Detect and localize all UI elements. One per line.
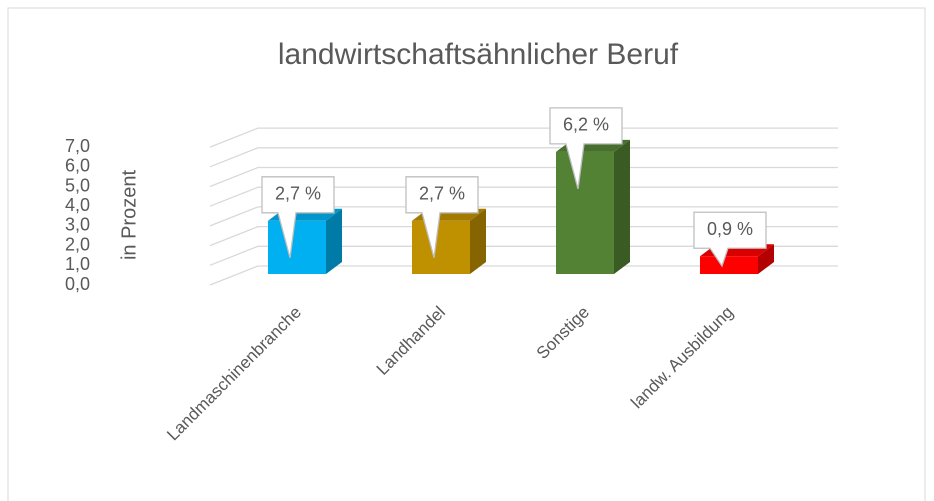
data-label: 0,9 % bbox=[707, 219, 753, 239]
y-tick-label: 6,0 bbox=[65, 156, 90, 176]
data-label: 2,7 % bbox=[419, 184, 465, 204]
bar-side bbox=[614, 139, 630, 274]
y-tick-label: 3,0 bbox=[65, 215, 90, 235]
y-tick-label: 0,0 bbox=[65, 274, 90, 294]
y-tick-label: 1,0 bbox=[65, 254, 90, 274]
bar-side bbox=[758, 244, 774, 274]
bar bbox=[556, 139, 630, 274]
data-label: 6,2 % bbox=[563, 115, 609, 135]
grid-line bbox=[209, 127, 838, 148]
bar-side bbox=[326, 208, 342, 274]
grid-line bbox=[209, 225, 838, 247]
grid-line bbox=[209, 147, 838, 168]
grid-line bbox=[209, 206, 838, 227]
bar-side bbox=[470, 208, 486, 274]
grid-line bbox=[209, 265, 838, 286]
bar-front bbox=[412, 220, 470, 274]
grid-line bbox=[209, 166, 838, 188]
y-tick-label: 4,0 bbox=[65, 195, 90, 215]
bar-front bbox=[268, 220, 326, 274]
data-label-callout bbox=[405, 176, 479, 258]
grid-line bbox=[209, 186, 838, 207]
y-tick-label: 7,0 bbox=[65, 136, 90, 156]
data-label-callout bbox=[261, 176, 335, 258]
grid-line bbox=[209, 245, 838, 266]
y-tick-label: 5,0 bbox=[65, 175, 90, 195]
chart-title: landwirtschaftsähnlicher Beruf bbox=[278, 38, 679, 71]
bar-front bbox=[700, 256, 758, 274]
bar-front bbox=[556, 151, 614, 274]
data-label: 2,7 % bbox=[275, 184, 321, 204]
y-tick-label: 2,0 bbox=[65, 234, 90, 254]
data-label-callout bbox=[693, 211, 767, 268]
data-label-callout bbox=[549, 107, 623, 190]
y-axis-title: in Prozent bbox=[118, 170, 140, 260]
